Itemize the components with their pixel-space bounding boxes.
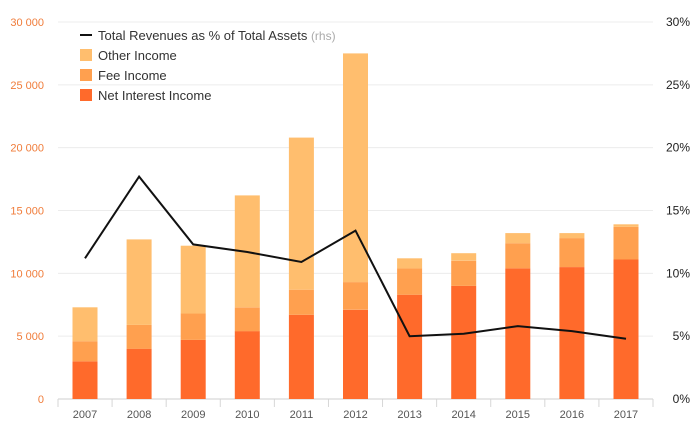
bar-other-income-2007 xyxy=(72,307,98,342)
x-tick-label: 2008 xyxy=(127,409,151,421)
x-tick-label: 2009 xyxy=(181,409,205,421)
bar-other-income-2014 xyxy=(451,253,477,261)
bar-fee-income-2010 xyxy=(234,307,260,332)
bar-net-interest-income-2010 xyxy=(234,331,260,399)
y-right-tick-label: 10% xyxy=(666,266,690,280)
y-axis-left: 0 5 000 10 000 15 000 20 000 25 000 30 000 xyxy=(10,17,44,406)
y-left-tick-label: 5 000 xyxy=(16,331,44,343)
legend-rhs-suffix: (rhs) xyxy=(311,29,336,43)
bar-net-interest-income-2013 xyxy=(397,294,423,399)
x-tick-label: 2007 xyxy=(73,409,97,421)
legend-label-fee-income: Fee Income xyxy=(98,68,167,83)
bar-net-interest-income-2007 xyxy=(72,361,98,399)
bar-other-income-2009 xyxy=(180,245,206,314)
y-left-tick-label: 25 000 xyxy=(10,80,44,92)
legend-swatch-net-interest-income xyxy=(80,89,92,101)
bar-fee-income-2015 xyxy=(505,243,531,269)
legend: Total Revenues as % of Total Assets (rhs… xyxy=(80,28,336,103)
legend-label-line: Total Revenues as % of Total Assets (rhs… xyxy=(98,28,336,43)
y-right-tick-label: 0% xyxy=(673,392,691,406)
x-tick-label: 2014 xyxy=(451,409,475,421)
y-right-tick-label: 15% xyxy=(666,204,690,218)
x-axis-ticks xyxy=(57,399,654,407)
bar-fee-income-2011 xyxy=(288,289,314,315)
bar-fee-income-2013 xyxy=(397,268,423,295)
bar-net-interest-income-2008 xyxy=(126,348,152,399)
bar-fee-income-2012 xyxy=(343,282,368,310)
bar-net-interest-income-2009 xyxy=(180,339,206,399)
y-axis-right: 0% 5% 10% 15% 20% 25% 30% xyxy=(666,15,690,406)
bar-net-interest-income-2014 xyxy=(451,285,477,399)
bar-other-income-2008 xyxy=(126,239,152,325)
bar-fee-income-2008 xyxy=(126,324,152,349)
bar-other-income-2013 xyxy=(397,258,423,269)
bar-fee-income-2009 xyxy=(180,313,206,340)
bar-fee-income-2016 xyxy=(559,238,585,267)
bar-net-interest-income-2015 xyxy=(505,268,531,399)
y-left-tick-label: 10 000 xyxy=(10,268,44,280)
y-right-tick-label: 20% xyxy=(666,141,690,155)
bar-net-interest-income-2017 xyxy=(613,259,639,399)
y-left-tick-label: 30 000 xyxy=(10,17,44,29)
y-right-tick-label: 30% xyxy=(666,15,690,29)
legend-swatch-other-income xyxy=(80,49,92,61)
bar-other-income-2017 xyxy=(613,224,639,227)
bar-fee-income-2017 xyxy=(613,226,639,260)
legend-swatch-fee-income xyxy=(80,69,92,81)
y-right-tick-label: 5% xyxy=(673,329,691,343)
legend-label-net-interest-income: Net Interest Income xyxy=(98,88,211,103)
y-left-tick-label: 0 xyxy=(38,394,44,406)
x-tick-label: 2015 xyxy=(506,409,530,421)
bar-other-income-2012 xyxy=(343,53,368,283)
bar-fee-income-2007 xyxy=(72,341,98,362)
bar-other-income-2016 xyxy=(559,233,585,239)
bar-fee-income-2014 xyxy=(451,260,477,286)
y-left-tick-label: 20 000 xyxy=(10,143,44,155)
x-tick-label: 2010 xyxy=(235,409,259,421)
y-left-tick-label: 15 000 xyxy=(10,206,44,218)
bar-other-income-2015 xyxy=(505,233,531,244)
line-total-revenues-pct xyxy=(84,174,627,340)
bar-net-interest-income-2011 xyxy=(288,314,314,399)
bar-net-interest-income-2012 xyxy=(343,309,368,399)
x-axis: 2007 2008 2009 2010 2011 2012 2013 2014 2015 2016… xyxy=(73,409,638,421)
x-tick-label: 2012 xyxy=(343,409,367,421)
legend-label-other-income: Other Income xyxy=(98,48,177,63)
bar-other-income-2011 xyxy=(288,137,314,290)
x-tick-label: 2013 xyxy=(397,409,421,421)
x-tick-label: 2011 xyxy=(290,409,314,421)
bars xyxy=(72,53,639,399)
x-tick-label: 2017 xyxy=(614,409,638,421)
x-tick-label: 2016 xyxy=(560,409,584,421)
y-right-tick-label: 25% xyxy=(666,78,690,92)
